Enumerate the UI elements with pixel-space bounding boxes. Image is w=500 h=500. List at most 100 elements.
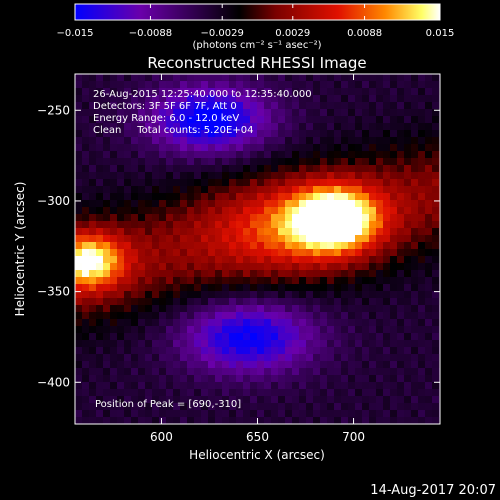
heatmap-cell — [208, 158, 216, 166]
heatmap-cell — [208, 200, 216, 208]
heatmap-cell — [82, 165, 90, 173]
heatmap-cell — [236, 123, 244, 131]
heatmap-cell — [306, 116, 314, 124]
heatmap-cell — [96, 158, 104, 166]
heatmap-cell — [103, 74, 111, 82]
heatmap-cell — [208, 382, 216, 390]
heatmap-cell — [124, 277, 132, 285]
heatmap-cell — [271, 214, 279, 222]
heatmap-cell — [383, 277, 391, 285]
heatmap-cell — [285, 151, 293, 159]
heatmap-cell — [285, 326, 293, 334]
heatmap-cell — [110, 109, 118, 117]
heatmap-cell — [180, 95, 188, 103]
heatmap-cell — [292, 333, 300, 341]
heatmap-cell — [124, 361, 132, 369]
heatmap-cell — [96, 172, 104, 180]
heatmap-cell — [96, 200, 104, 208]
heatmap-cell — [222, 396, 230, 404]
heatmap-cell — [173, 158, 181, 166]
heatmap-cell — [348, 151, 356, 159]
heatmap-cell — [285, 361, 293, 369]
heatmap-cell — [425, 270, 433, 278]
heatmap-cell — [103, 81, 111, 89]
heatmap-cell — [180, 340, 188, 348]
heatmap-cell — [131, 109, 139, 117]
heatmap-cell — [229, 270, 237, 278]
heatmap-cell — [341, 312, 349, 320]
heatmap-cell — [124, 263, 132, 271]
heatmap-cell — [383, 417, 391, 425]
heatmap-cell — [327, 109, 335, 117]
heatmap-cell — [145, 228, 153, 236]
heatmap-cell — [145, 277, 153, 285]
heatmap-cell — [138, 396, 146, 404]
heatmap-cell — [166, 179, 174, 187]
heatmap-cell — [75, 214, 83, 222]
heatmap-cell — [187, 389, 195, 397]
heatmap-cell — [243, 88, 251, 96]
heatmap-cell — [124, 375, 132, 383]
heatmap-cell — [96, 319, 104, 327]
heatmap-cell — [243, 249, 251, 257]
heatmap-cell — [404, 81, 412, 89]
heatmap-cell — [201, 228, 209, 236]
heatmap-cell — [411, 382, 419, 390]
heatmap-cell — [320, 368, 328, 376]
heatmap-cell — [124, 333, 132, 341]
heatmap-cell — [397, 228, 405, 236]
heatmap-cell — [215, 130, 223, 138]
heatmap-cell — [411, 417, 419, 425]
heatmap-cell — [75, 291, 83, 299]
heatmap-cell — [236, 396, 244, 404]
heatmap-cell — [432, 186, 440, 194]
heatmap-cell — [138, 235, 146, 243]
heatmap-cell — [383, 249, 391, 257]
heatmap-cell — [327, 193, 335, 201]
heatmap-cell — [117, 172, 125, 180]
heatmap-cell — [348, 277, 356, 285]
heatmap-cell — [376, 340, 384, 348]
heatmap-cell — [173, 263, 181, 271]
chart-title: Reconstructed RHESSI Image — [147, 54, 366, 72]
heatmap-cell — [425, 396, 433, 404]
heatmap-cell — [327, 417, 335, 425]
heatmap-cell — [82, 410, 90, 418]
heatmap-cell — [180, 137, 188, 145]
heatmap-cell — [369, 151, 377, 159]
heatmap-cell — [236, 172, 244, 180]
heatmap-cell — [411, 256, 419, 264]
heatmap-cell — [110, 228, 118, 236]
heatmap-cell — [376, 263, 384, 271]
heatmap-cell — [306, 179, 314, 187]
heatmap-cell — [75, 354, 83, 362]
heatmap-cell — [411, 375, 419, 383]
heatmap-cell — [418, 109, 426, 117]
heatmap-cell — [278, 375, 286, 383]
heatmap-cell — [327, 158, 335, 166]
heatmap-cell — [152, 396, 160, 404]
heatmap-cell — [292, 347, 300, 355]
heatmap-cell — [222, 284, 230, 292]
heatmap-cell — [348, 319, 356, 327]
heatmap-cell — [299, 277, 307, 285]
heatmap-cell — [96, 277, 104, 285]
heatmap-cell — [432, 354, 440, 362]
heatmap-cell — [138, 186, 146, 194]
heatmap-cell — [418, 179, 426, 187]
heatmap-cell — [313, 172, 321, 180]
heatmap-cell — [208, 284, 216, 292]
heatmap-cell — [432, 144, 440, 152]
heatmap-cell — [208, 165, 216, 173]
heatmap-cell — [404, 375, 412, 383]
heatmap-cell — [362, 200, 370, 208]
heatmap-cell — [327, 382, 335, 390]
heatmap-cell — [334, 305, 342, 313]
heatmap-cell — [278, 116, 286, 124]
heatmap-cell — [278, 95, 286, 103]
heatmap-cell — [299, 235, 307, 243]
heatmap-cell — [278, 130, 286, 138]
heatmap-cell — [362, 165, 370, 173]
heatmap-cell — [215, 249, 223, 257]
heatmap-cell — [334, 88, 342, 96]
